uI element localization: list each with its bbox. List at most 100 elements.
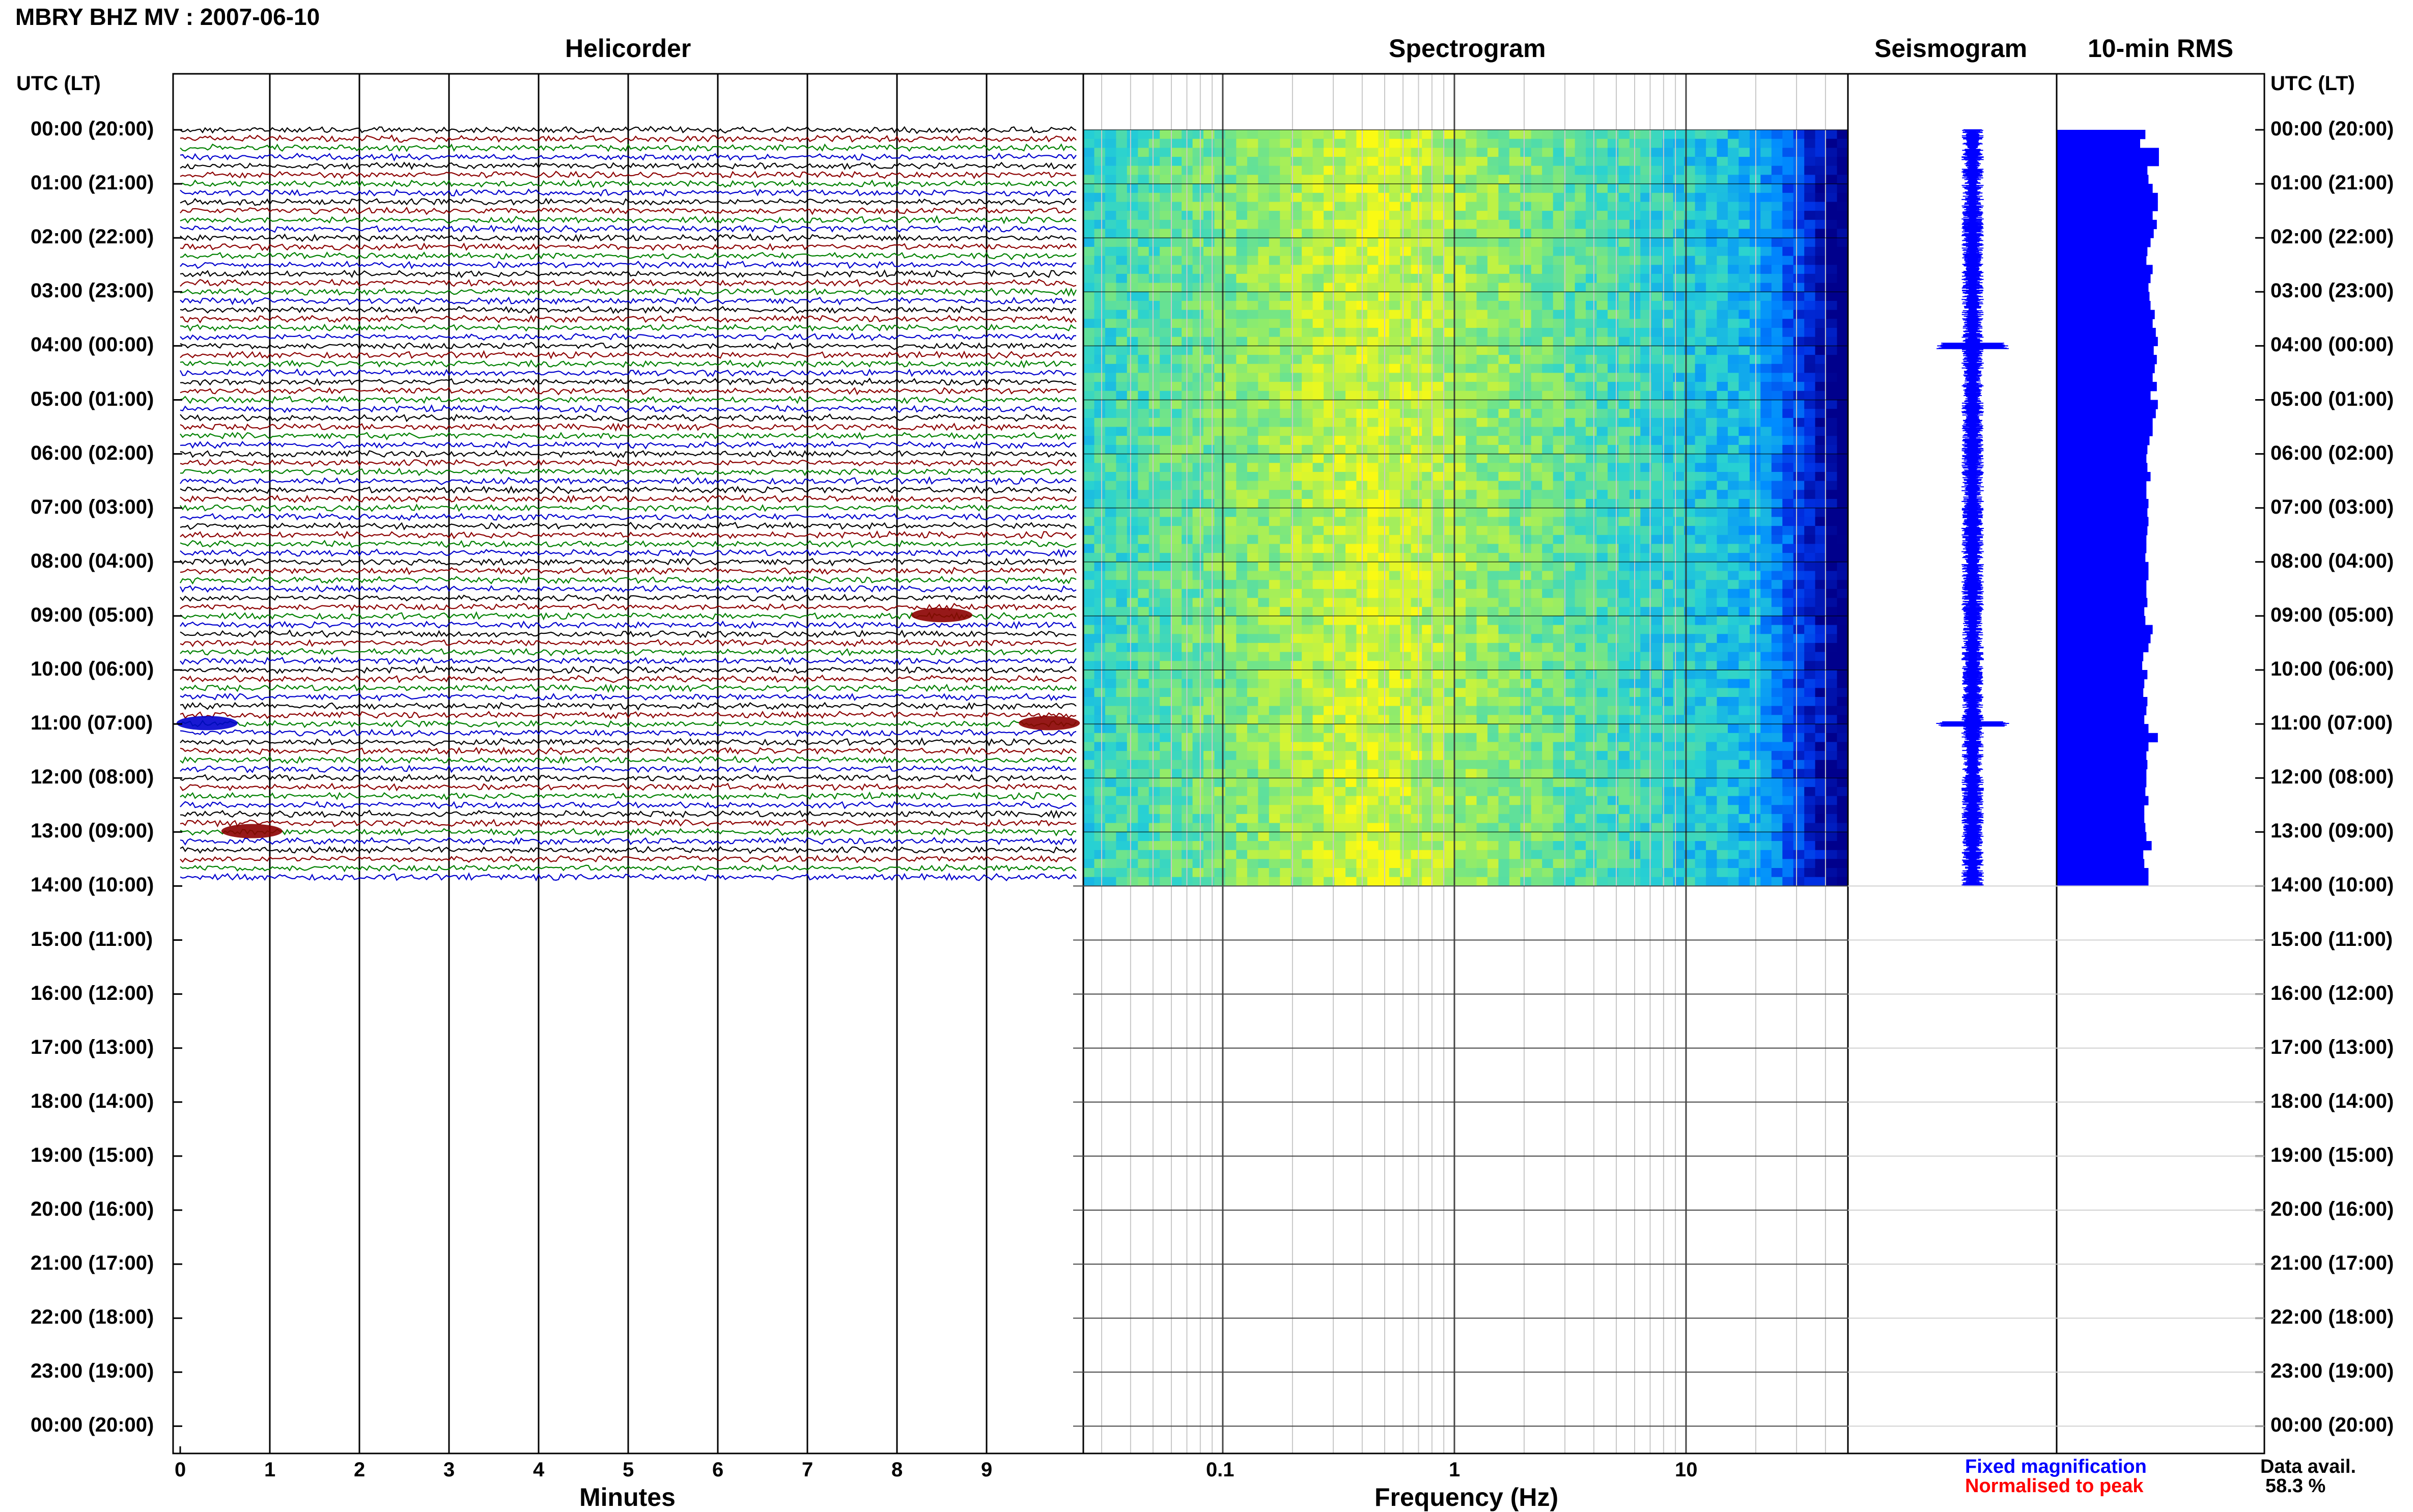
spectrogram-cell [1793, 499, 1805, 508]
spectrogram-cell [1815, 715, 1827, 724]
spectrogram-cell [1717, 517, 1728, 526]
spectrogram-cell [1433, 562, 1444, 571]
spectrogram-cell [1455, 652, 1466, 661]
spectrogram-cell [1225, 274, 1237, 283]
spectrogram-cell [1083, 319, 1095, 328]
spectrogram-cell [1171, 724, 1182, 733]
spectrogram-cell [1236, 607, 1247, 616]
spectrogram-cell [1171, 220, 1182, 229]
spectrogram-cell [1171, 373, 1182, 382]
spectrogram-cell [1793, 688, 1805, 697]
spectrogram-cell [1782, 391, 1793, 400]
spectrogram-cell [1815, 517, 1827, 526]
spectrogram-cell [1138, 445, 1149, 454]
spectrogram-cell [1138, 400, 1149, 409]
spectrogram-cell [1608, 391, 1619, 400]
spectrogram-cell [1378, 607, 1389, 616]
spectrogram-cell [1313, 247, 1324, 256]
spectrogram-cell [1400, 535, 1411, 544]
spectrogram-cell [1520, 463, 1531, 472]
spectrogram-cell [1782, 256, 1793, 265]
spectrogram-cell [1149, 166, 1160, 175]
spectrogram-cell [1804, 382, 1815, 391]
spectrogram-cell [1389, 508, 1400, 517]
spectrogram-cell [1618, 616, 1630, 625]
spectrogram-cell [1225, 175, 1237, 184]
spectrogram-cell [1236, 580, 1247, 589]
spectrogram-cell [1706, 166, 1717, 175]
spectrogram-cell [1772, 733, 1783, 742]
spectrogram-cell [1706, 382, 1717, 391]
spectrogram-cell [1826, 526, 1837, 535]
spectrogram-cell [1455, 445, 1466, 454]
spectrogram-cell [1367, 139, 1379, 148]
spectrogram-cell [1564, 562, 1575, 571]
spectrogram-cell [1149, 148, 1160, 157]
spectrogram-cell [1225, 706, 1237, 715]
spectrogram-cell [1247, 706, 1258, 715]
spectrogram-cell [1302, 589, 1313, 598]
spectrogram-cell [1815, 661, 1827, 670]
spectrogram-cell [1095, 742, 1106, 751]
spectrogram-cell [1247, 373, 1258, 382]
spectrogram-cell [1455, 751, 1466, 760]
spectrogram-cell [1116, 616, 1127, 625]
spectrogram-cell [1280, 184, 1291, 193]
spectrogram-cell [1531, 328, 1542, 337]
spectrogram-cell [1477, 490, 1488, 499]
spectrogram-cell [1215, 751, 1226, 760]
spectrogram-cell [1215, 139, 1226, 148]
spectrogram-cell [1171, 445, 1182, 454]
spectrogram-cell [1553, 283, 1564, 292]
spectrogram-cell [1597, 238, 1608, 247]
spectrogram-cell [1564, 247, 1575, 256]
spectrogram-cell [1444, 301, 1455, 310]
spectrogram-cell [1335, 202, 1346, 211]
spectrogram-cell [1105, 544, 1116, 553]
spectrogram-cell [1280, 193, 1291, 202]
spectrogram-cell [1280, 580, 1291, 589]
spectrogram-cell [1313, 409, 1324, 418]
spectrogram-cell [1520, 193, 1531, 202]
spectrogram-cell [1760, 400, 1772, 409]
spectrogram-cell [1728, 454, 1739, 463]
spectrogram-cell [1411, 292, 1422, 301]
spectrogram-cell [1695, 274, 1706, 283]
spectrogram-cell [1488, 580, 1499, 589]
spectrogram-cell [1760, 472, 1772, 481]
spectrogram-cell [1400, 607, 1411, 616]
spectrogram-cell [1433, 553, 1444, 562]
spectrogram-cell [1171, 319, 1182, 328]
spectrogram-cell [1782, 328, 1793, 337]
spectrogram-cell [1160, 715, 1171, 724]
spectrogram-cell [1313, 373, 1324, 382]
spectrogram-cell [1706, 193, 1717, 202]
spectrogram-cell [1597, 400, 1608, 409]
spectrogram-cell [1400, 346, 1411, 355]
spectrogram-cell [1335, 238, 1346, 247]
spectrogram-cell [1837, 499, 1848, 508]
spectrogram-cell [1553, 661, 1564, 670]
spectrogram-cell [1258, 283, 1269, 292]
spectrogram-cell [1280, 265, 1291, 274]
spectrogram-cell [1553, 634, 1564, 643]
spectrogram-cell [1804, 445, 1815, 454]
spectrogram-cell [1706, 148, 1717, 157]
spectrogram-cell [1466, 472, 1477, 481]
spectrogram-cell [1171, 283, 1182, 292]
spectrogram-cell [1509, 634, 1521, 643]
spectrogram-cell [1116, 607, 1127, 616]
spectrogram-cell [1138, 139, 1149, 148]
spectrogram-cell [1444, 229, 1455, 238]
spectrogram-cell [1837, 751, 1848, 760]
spectrogram-cell [1520, 481, 1531, 490]
spectrogram-cell [1095, 157, 1106, 166]
spectrogram-cell [1804, 193, 1815, 202]
spectrogram-cell [1520, 391, 1531, 400]
spectrogram-cell [1313, 256, 1324, 265]
spectrogram-cell [1706, 607, 1717, 616]
spectrogram-cell [1804, 139, 1815, 148]
spectrogram-cell [1193, 148, 1204, 157]
spectrogram-cell [1280, 598, 1291, 607]
spectrogram-cell [1400, 238, 1411, 247]
